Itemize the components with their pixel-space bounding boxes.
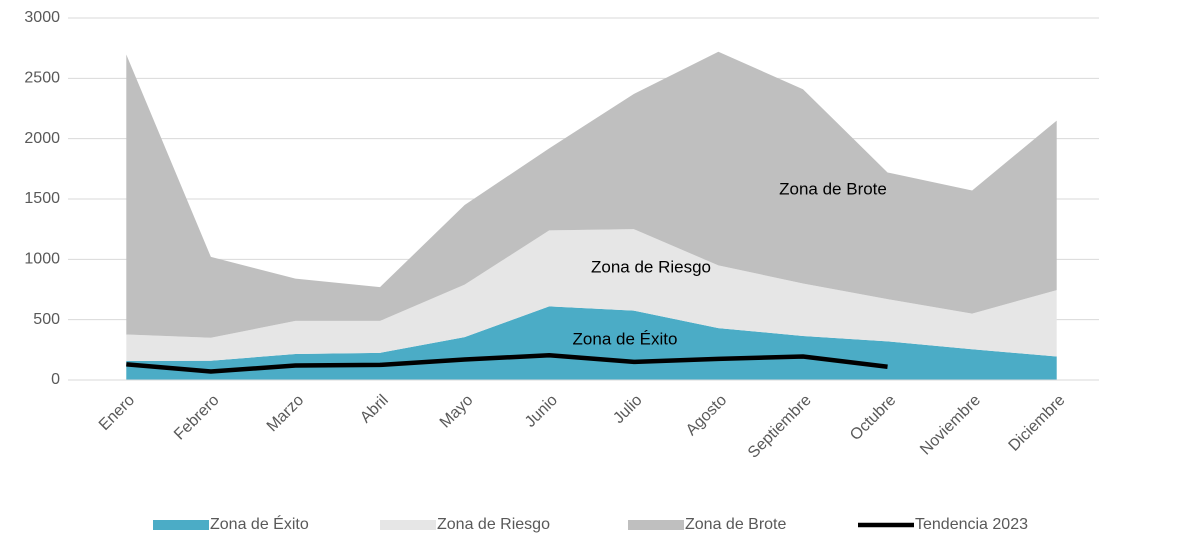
- y-tick-label: 0: [51, 371, 60, 388]
- legend-label: Zona de Riesgo: [437, 516, 550, 533]
- x-tick-label: Mayo: [437, 392, 477, 432]
- x-tick-label: Octubre: [847, 392, 899, 444]
- legend-item: Zona de Brote: [628, 516, 787, 533]
- legend-label: Zona de Brote: [685, 516, 787, 533]
- y-tick-label: 2500: [24, 70, 60, 87]
- x-tick-label: Marzo: [264, 392, 308, 436]
- x-tick-label: Agosto: [683, 392, 730, 439]
- x-tick-label: Junio: [522, 392, 561, 431]
- annotation: Zona de Éxito: [573, 329, 678, 348]
- legend-item: Zona de Riesgo: [380, 516, 550, 533]
- x-tick-label: Septiembre: [745, 392, 815, 462]
- annotation: Zona de Brote: [779, 179, 887, 198]
- legend-label: Zona de Éxito: [210, 514, 309, 533]
- legend-item: Zona de Éxito: [153, 514, 309, 533]
- x-tick-label: Diciembre: [1006, 392, 1069, 455]
- y-tick-label: 3000: [24, 9, 60, 26]
- y-tick-label: 1500: [24, 190, 60, 207]
- area: [126, 229, 1057, 362]
- annotation: Zona de Riesgo: [591, 257, 711, 276]
- area: [126, 306, 1057, 380]
- x-tick-label: Enero: [96, 392, 138, 434]
- line: [126, 353, 888, 374]
- area: [126, 51, 1057, 338]
- x-tick-label: Julio: [610, 392, 645, 427]
- legend-swatch: [153, 520, 209, 530]
- y-tick-label: 2000: [24, 130, 60, 147]
- legend-swatch: [380, 520, 436, 530]
- x-tick-label: Abril: [357, 392, 392, 427]
- x-tick-label: Febrero: [171, 392, 223, 444]
- legend-label: Tendencia 2023: [915, 516, 1028, 533]
- legend-swatch: [628, 520, 684, 530]
- x-tick-label: Noviembre: [917, 392, 984, 459]
- legend-item: Tendencia 2023: [858, 516, 1028, 533]
- y-tick-label: 1000: [24, 251, 60, 268]
- y-tick-label: 500: [33, 311, 60, 328]
